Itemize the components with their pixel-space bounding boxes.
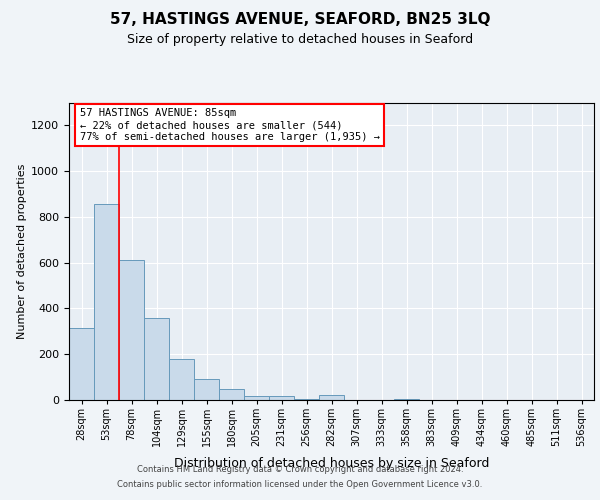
Bar — [169, 359, 194, 400]
Bar — [119, 260, 144, 400]
Bar — [294, 399, 319, 400]
Bar — [244, 396, 269, 400]
Bar — [319, 396, 344, 400]
Text: Size of property relative to detached houses in Seaford: Size of property relative to detached ho… — [127, 32, 473, 46]
Text: Contains HM Land Registry data © Crown copyright and database right 2024.: Contains HM Land Registry data © Crown c… — [137, 465, 463, 474]
Bar — [219, 388, 244, 400]
Bar — [194, 380, 219, 400]
X-axis label: Distribution of detached houses by size in Seaford: Distribution of detached houses by size … — [174, 458, 489, 470]
Text: 57, HASTINGS AVENUE, SEAFORD, BN25 3LQ: 57, HASTINGS AVENUE, SEAFORD, BN25 3LQ — [110, 12, 490, 28]
Y-axis label: Number of detached properties: Number of detached properties — [17, 164, 27, 339]
Text: 57 HASTINGS AVENUE: 85sqm
← 22% of detached houses are smaller (544)
77% of semi: 57 HASTINGS AVENUE: 85sqm ← 22% of detac… — [79, 108, 380, 142]
Bar — [69, 328, 94, 400]
Bar — [94, 204, 119, 400]
Bar — [269, 396, 294, 400]
Bar — [394, 399, 419, 400]
Text: Contains public sector information licensed under the Open Government Licence v3: Contains public sector information licen… — [118, 480, 482, 489]
Bar — [144, 318, 169, 400]
